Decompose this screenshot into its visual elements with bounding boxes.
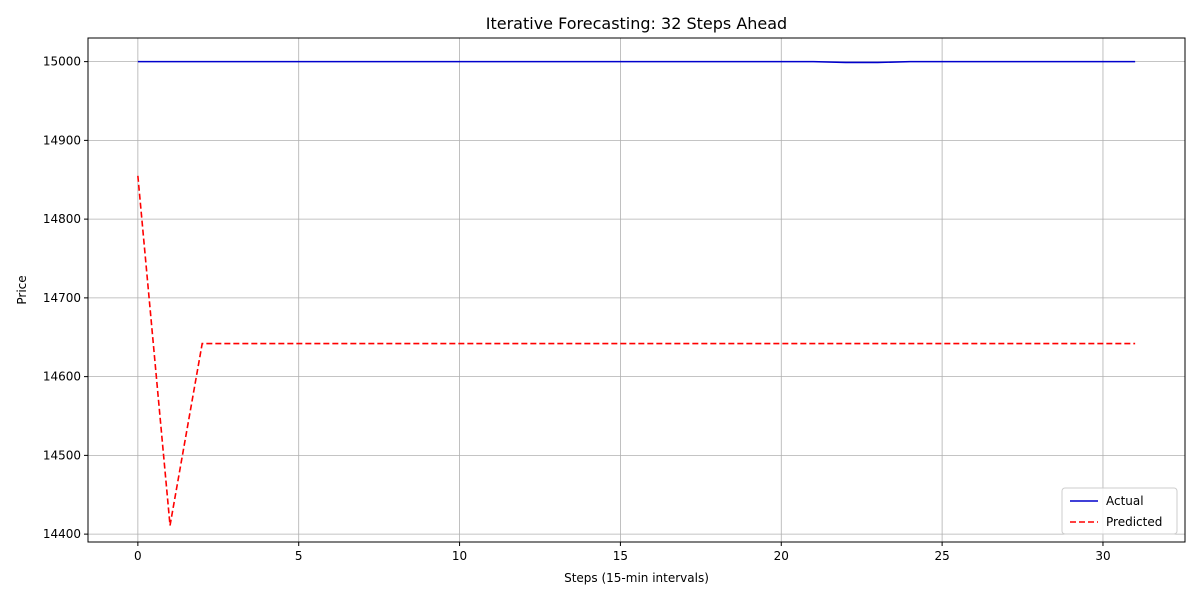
- x-tick-label: 15: [613, 549, 628, 563]
- grid-layer: [88, 38, 1185, 542]
- y-tick-label: 15000: [43, 55, 81, 69]
- x-tick-label: 0: [134, 549, 142, 563]
- x-axis-label: Steps (15-min intervals): [564, 571, 709, 585]
- series-layer: [137, 60, 1136, 526]
- legend-label-predicted: Predicted: [1106, 515, 1162, 529]
- y-tick-label: 14400: [43, 527, 81, 541]
- y-tick-label: 14500: [43, 448, 81, 462]
- x-tick-label: 25: [934, 549, 949, 563]
- x-tick-label: 5: [295, 549, 303, 563]
- y-tick-label: 14800: [43, 212, 81, 226]
- legend-label-actual: Actual: [1106, 494, 1144, 508]
- y-axis-label: Price: [15, 275, 29, 304]
- plot-frame: [87, 37, 1186, 543]
- series-line-actual: [137, 60, 1136, 64]
- chart-title: Iterative Forecasting: 32 Steps Ahead: [486, 14, 787, 33]
- y-tick-label: 14600: [43, 370, 81, 384]
- x-tick-label: 20: [774, 549, 789, 563]
- y-tick-label: 14900: [43, 133, 81, 147]
- tick-layer: 0 5 10 15 20 25 30 14400 14500 14600 14700 14800 149…: [43, 55, 1111, 563]
- series-line-predicted: [137, 175, 1136, 526]
- x-tick-label: 30: [1095, 549, 1110, 563]
- x-tick-label: 10: [452, 549, 467, 563]
- y-tick-label: 14700: [43, 291, 81, 305]
- legend: Actual Predicted: [1061, 487, 1178, 535]
